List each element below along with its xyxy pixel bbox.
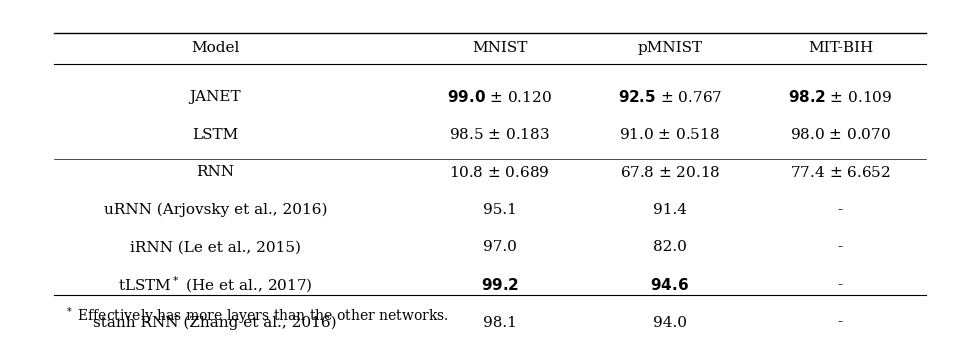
Text: -: -	[838, 240, 843, 254]
Text: stanh RNN (Zhang et al., 2016): stanh RNN (Zhang et al., 2016)	[93, 315, 337, 330]
Text: 94.0: 94.0	[653, 316, 687, 330]
Text: 77.4 $\pm$ 6.652: 77.4 $\pm$ 6.652	[790, 165, 891, 180]
Text: 95.1: 95.1	[482, 203, 516, 217]
Text: tLSTM$^*$ (He et al., 2017): tLSTM$^*$ (He et al., 2017)	[118, 275, 312, 295]
Text: 91.0 $\pm$ 0.518: 91.0 $\pm$ 0.518	[620, 127, 721, 142]
Text: 98.0 $\pm$ 0.070: 98.0 $\pm$ 0.070	[790, 127, 891, 142]
Text: MNIST: MNIST	[472, 42, 528, 56]
Text: -: -	[838, 203, 843, 217]
Text: $\mathbf{99.0}$ $\pm$ 0.120: $\mathbf{99.0}$ $\pm$ 0.120	[447, 89, 552, 105]
Text: 98.1: 98.1	[482, 316, 516, 330]
Text: -: -	[838, 316, 843, 330]
Text: 67.8 $\pm$ 20.18: 67.8 $\pm$ 20.18	[620, 165, 720, 180]
Text: RNN: RNN	[196, 165, 234, 179]
Text: Model: Model	[191, 42, 239, 56]
Text: LSTM: LSTM	[192, 128, 238, 142]
Text: uRNN (Arjovsky et al., 2016): uRNN (Arjovsky et al., 2016)	[104, 203, 327, 217]
Text: 98.5 $\pm$ 0.183: 98.5 $\pm$ 0.183	[449, 127, 550, 142]
Text: 10.8 $\pm$ 0.689: 10.8 $\pm$ 0.689	[449, 165, 550, 180]
Text: JANET: JANET	[189, 90, 241, 104]
Text: $\mathbf{94.6}$: $\mathbf{94.6}$	[651, 277, 689, 293]
Text: iRNN (Le et al., 2015): iRNN (Le et al., 2015)	[130, 240, 301, 254]
Text: 82.0: 82.0	[653, 240, 687, 254]
Text: $\mathbf{98.2}$ $\pm$ 0.109: $\mathbf{98.2}$ $\pm$ 0.109	[788, 89, 893, 105]
Text: $\mathbf{99.2}$: $\mathbf{99.2}$	[480, 277, 518, 293]
Text: pMNIST: pMNIST	[637, 42, 702, 56]
Text: -: -	[838, 278, 843, 292]
Text: $\mathbf{92.5}$ $\pm$ 0.767: $\mathbf{92.5}$ $\pm$ 0.767	[618, 89, 722, 105]
Text: MIT-BIH: MIT-BIH	[808, 42, 873, 56]
Text: $^*$ Effectively has more layers than the other networks.: $^*$ Effectively has more layers than th…	[63, 305, 449, 327]
Text: 91.4: 91.4	[653, 203, 687, 217]
Text: 97.0: 97.0	[482, 240, 516, 254]
